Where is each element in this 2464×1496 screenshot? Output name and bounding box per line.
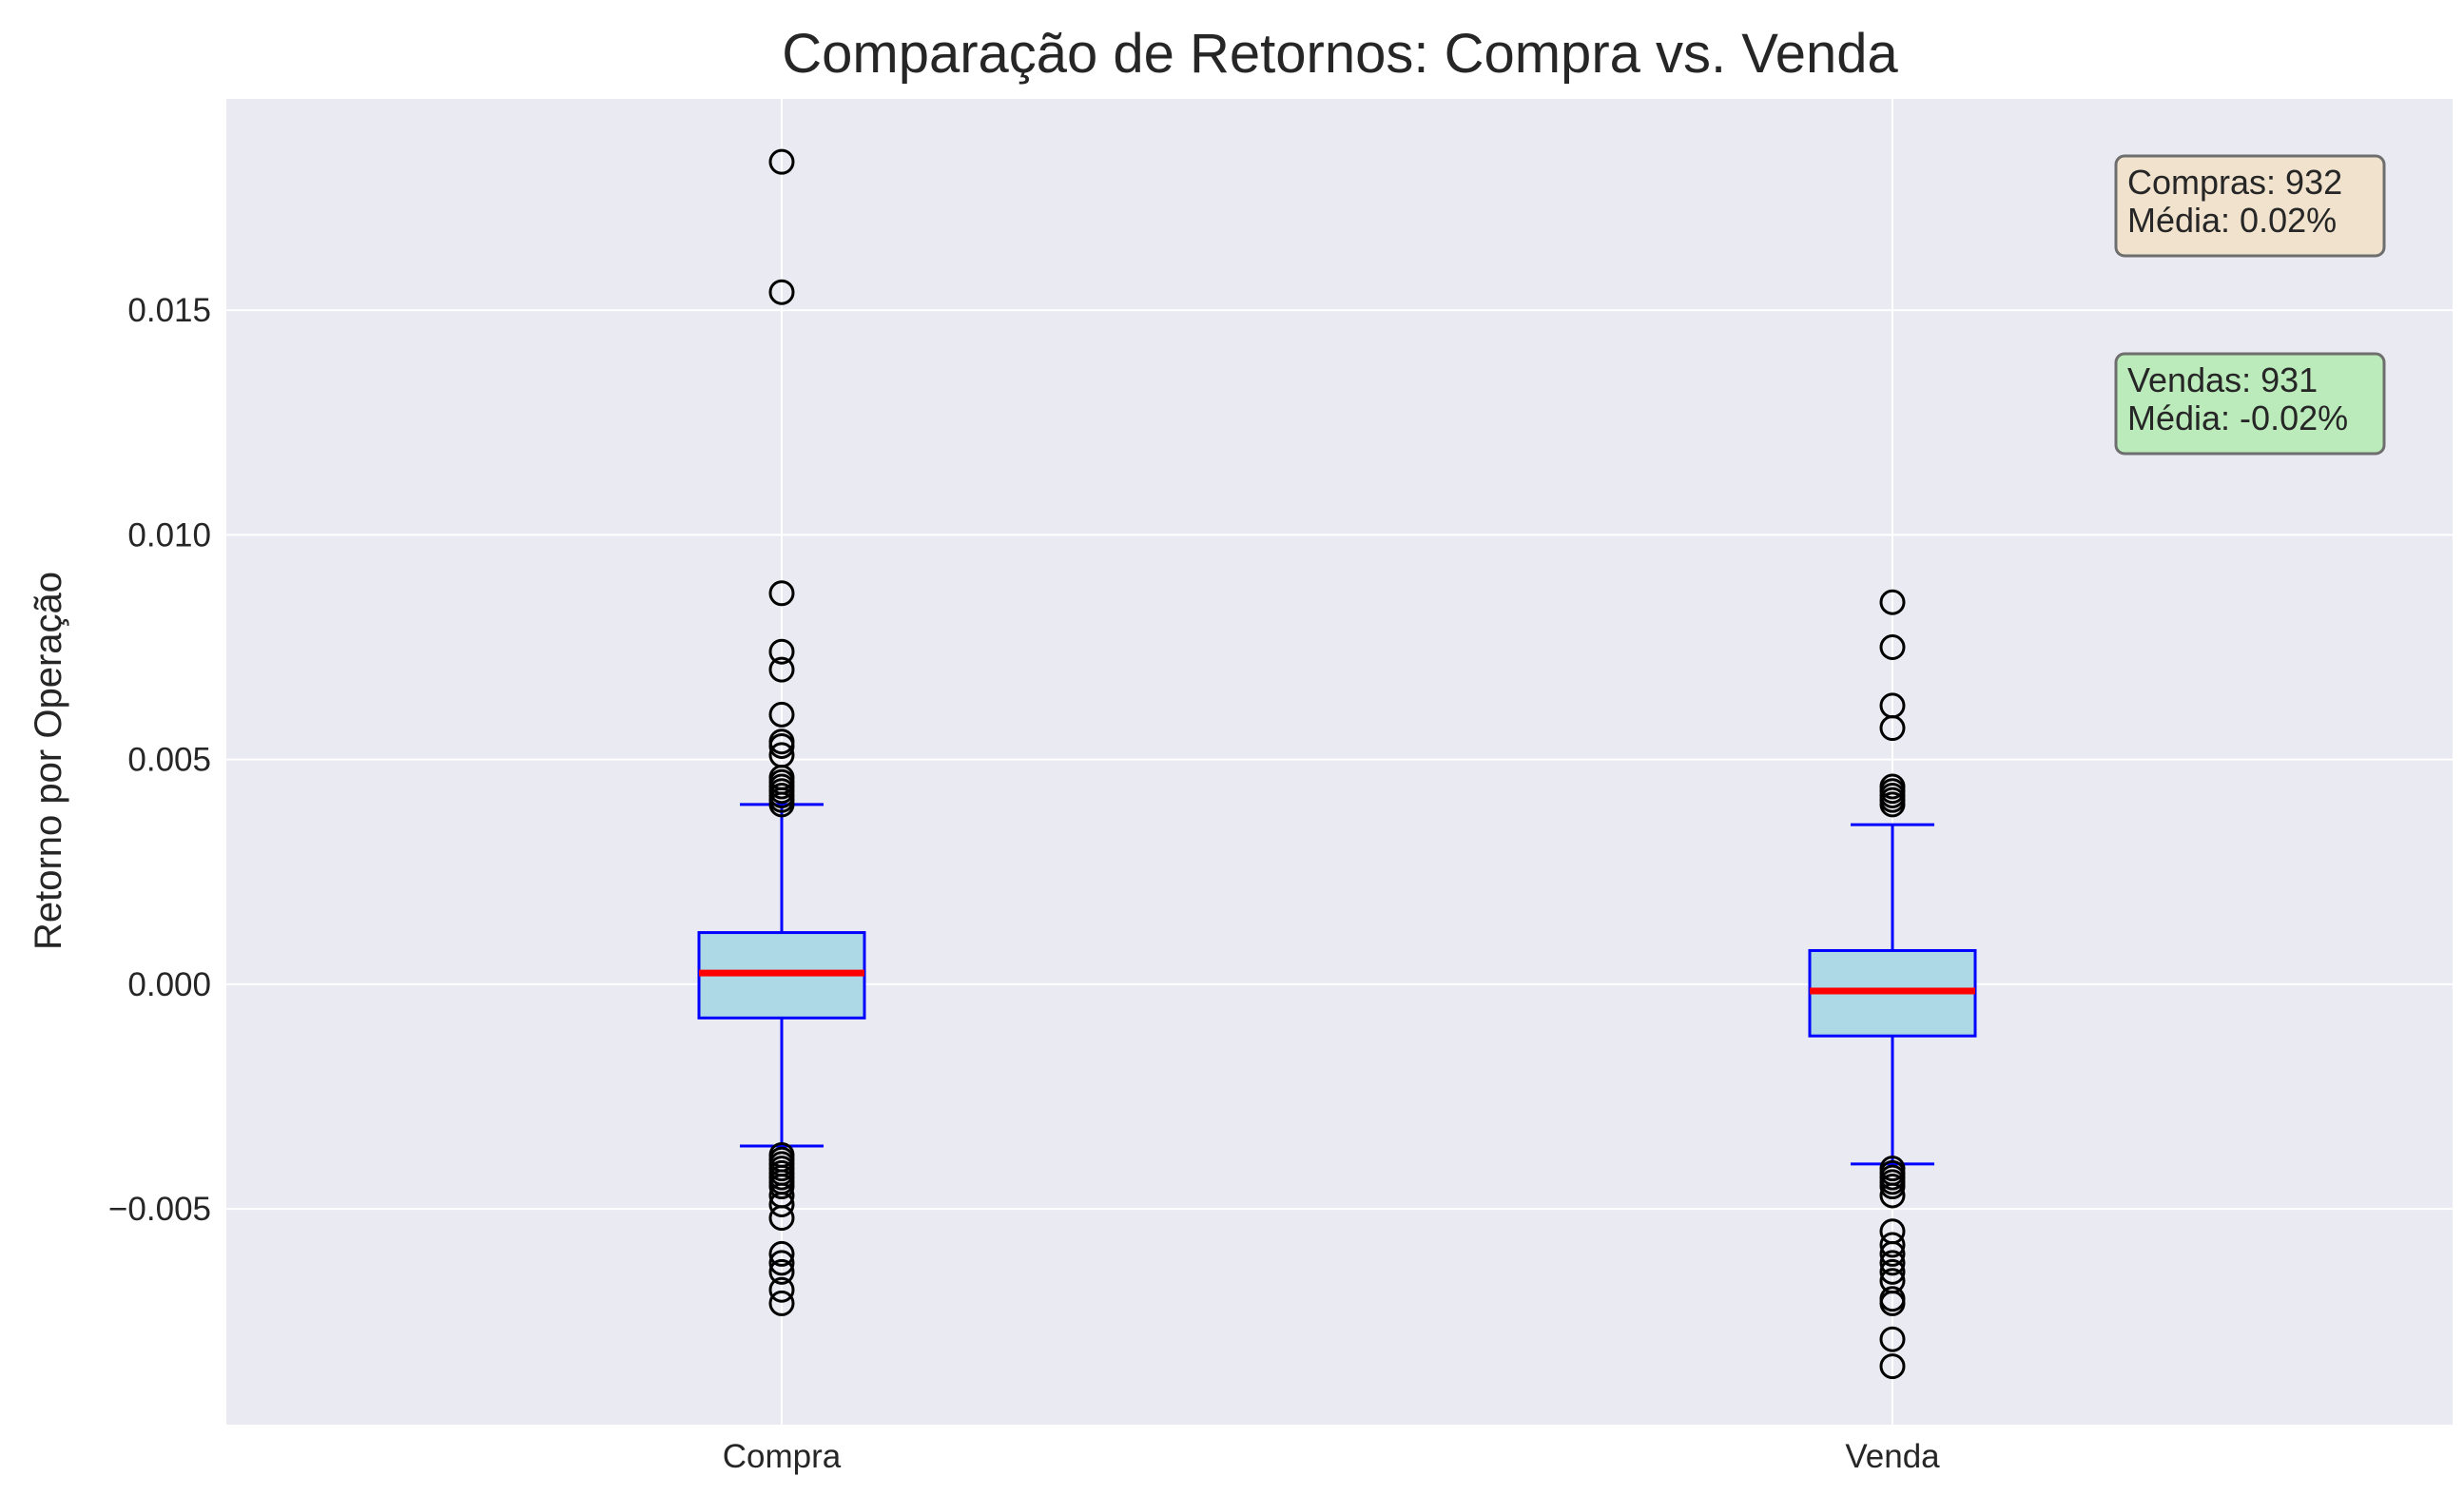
outlier-point bbox=[768, 1290, 795, 1316]
y-tick-label: 0.015 bbox=[127, 292, 211, 329]
outlier-point bbox=[768, 1276, 795, 1303]
y-tick-label: −0.005 bbox=[108, 1191, 211, 1228]
outlier-point bbox=[1879, 1182, 1906, 1209]
outlier-point bbox=[768, 701, 795, 728]
outlier-point bbox=[1879, 589, 1906, 615]
outlier-point bbox=[1879, 1250, 1906, 1276]
outlier-point bbox=[768, 791, 795, 818]
grid-lines bbox=[226, 99, 2453, 1425]
plot-area bbox=[226, 99, 2453, 1425]
outlier-point bbox=[1879, 1353, 1906, 1380]
outlier-point bbox=[768, 1240, 795, 1267]
outlier-point bbox=[1879, 634, 1906, 661]
annotation-text: Vendas: 931 bbox=[2127, 360, 2318, 399]
annotation-background bbox=[2114, 154, 2386, 258]
outlier-point bbox=[768, 656, 795, 683]
outlier-point bbox=[1879, 1290, 1906, 1316]
x-tick-label: Compra bbox=[723, 1438, 842, 1475]
outlier-point bbox=[1879, 1232, 1906, 1258]
outlier-point bbox=[768, 580, 795, 607]
y-tick-label: 0.005 bbox=[127, 742, 211, 779]
outlier-point bbox=[1879, 1258, 1906, 1285]
outlier-point bbox=[768, 1250, 795, 1276]
annotation-text: Média: -0.02% bbox=[2127, 398, 2348, 437]
box-venda bbox=[1808, 589, 1977, 1380]
outlier-point bbox=[1879, 791, 1906, 818]
y-axis-label: Retorno por Operação bbox=[28, 572, 69, 950]
annotation-text: Média: 0.02% bbox=[2127, 201, 2337, 240]
outlier-point bbox=[768, 1174, 795, 1200]
y-tick-label: 0.000 bbox=[127, 966, 211, 1003]
box-compra bbox=[697, 148, 866, 1316]
outlier-point bbox=[1879, 1326, 1906, 1352]
box-series bbox=[697, 148, 1977, 1380]
outlier-point bbox=[1879, 1240, 1906, 1267]
chart-title: Comparação de Retornos: Compra vs. Venda bbox=[782, 23, 1898, 85]
y-tick-label: 0.010 bbox=[127, 516, 211, 554]
outlier-point bbox=[768, 1205, 795, 1232]
annotation-background bbox=[2114, 352, 2386, 456]
outlier-point bbox=[1879, 1174, 1906, 1200]
y-axis-ticks: −0.005 0.000 0.005 0.010 0.015 bbox=[108, 292, 211, 1228]
outlier-point bbox=[768, 732, 795, 759]
outlier-point bbox=[768, 638, 795, 665]
outlier-point bbox=[1879, 715, 1906, 742]
outlier-point bbox=[768, 148, 795, 175]
annotation-text: Compras: 932 bbox=[2127, 163, 2342, 202]
outlier-point bbox=[768, 279, 795, 305]
x-axis-ticks: Compra Venda bbox=[723, 1438, 1940, 1475]
outlier-point bbox=[768, 1258, 795, 1285]
x-tick-label: Venda bbox=[1845, 1438, 1940, 1475]
outlier-point bbox=[768, 1191, 795, 1217]
